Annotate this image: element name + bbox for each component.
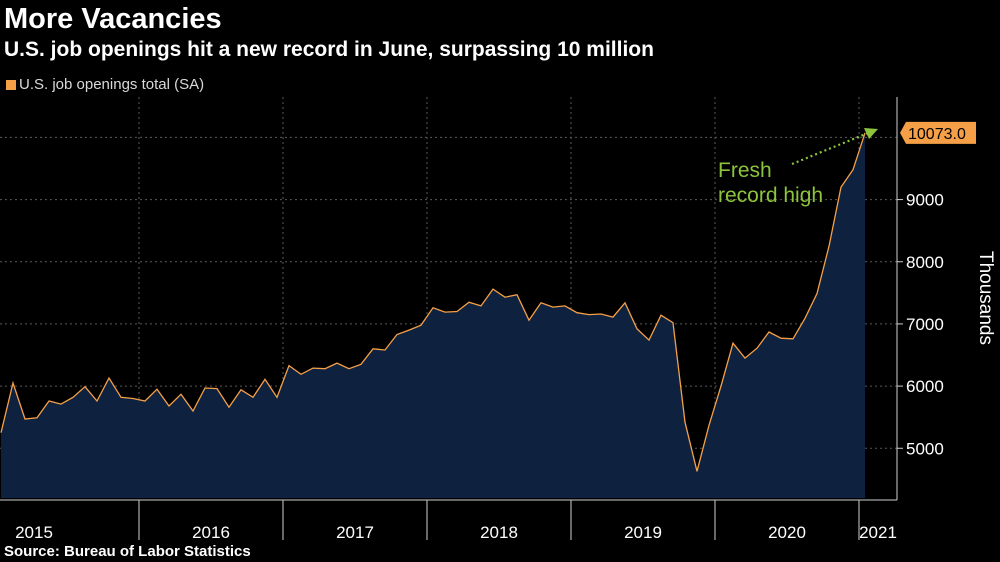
- x-tick-label: 2020: [768, 523, 806, 542]
- y-tick-label: 6000: [906, 377, 944, 396]
- y-tick-label: 5000: [906, 439, 944, 458]
- last-value-label: 10073.0: [908, 126, 966, 143]
- x-tick-label: 2017: [336, 523, 374, 542]
- y-axis-title: Thousands: [975, 251, 996, 345]
- y-tick-label: 9000: [906, 191, 944, 210]
- chart-subtitle: U.S. job openings hit a new record in Ju…: [4, 38, 654, 61]
- x-tick-label: 2016: [192, 523, 230, 542]
- x-tick-label: 2019: [624, 523, 662, 542]
- y-tick-label: 7000: [906, 315, 944, 334]
- source-note: Source: Bureau of Labor Statistics: [4, 543, 251, 560]
- y-tick-label: 8000: [906, 253, 944, 272]
- series-line: [0, 132, 866, 472]
- chart-title: More Vacancies: [4, 3, 222, 35]
- series-area: [1, 132, 865, 498]
- legend: U.S. job openings total (SA): [6, 76, 204, 93]
- legend-label: U.S. job openings total (SA): [19, 76, 205, 93]
- x-tick-label: 2021: [859, 523, 897, 542]
- annotation-text: record high: [718, 184, 823, 207]
- annotation-pointer: [791, 131, 869, 166]
- last-value-box: [900, 121, 976, 144]
- x-tick-label: 2018: [480, 523, 518, 542]
- legend-swatch: [6, 79, 16, 90]
- annotation-text: Fresh: [718, 159, 772, 182]
- annotation-arrowhead: [864, 128, 878, 139]
- x-tick-label: 2015: [15, 523, 53, 542]
